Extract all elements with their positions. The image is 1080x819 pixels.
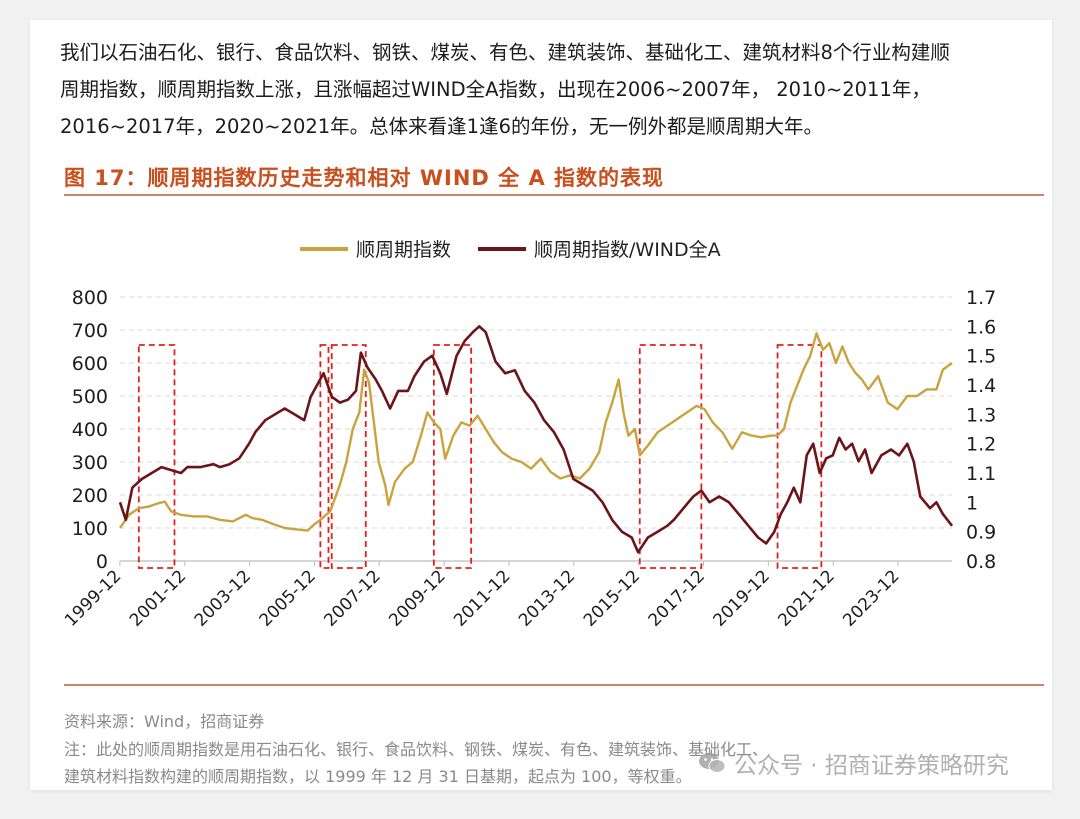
title-rule (64, 194, 1044, 196)
watermark-label: 公众号 · 招商证券策略研究 (734, 753, 1009, 779)
x-tick-label: 2015-12 (580, 566, 644, 630)
wechat-icon (699, 753, 726, 773)
y-right-tick-label: 1 (966, 492, 978, 514)
legend-label: 顺周期指数/WIND全A (534, 239, 721, 261)
legend-label: 顺周期指数 (356, 239, 451, 261)
highlight-boxes (137, 344, 823, 569)
chart-legend: 顺周期指数 顺周期指数/WIND全A (300, 239, 721, 261)
x-tick-label: 2023-12 (839, 566, 903, 630)
y-right-tick-label: 1.3 (966, 404, 996, 426)
footer-rule (64, 684, 1044, 686)
watermark: 公众号 · 招商证券策略研究 (698, 746, 1009, 780)
x-tick-label: 2007-12 (320, 566, 384, 630)
y-right-tick-label: 1.1 (966, 463, 996, 485)
article-card: 我们以石油石化、银行、食品饮料、钢铁、煤炭、有色、建筑装饰、基础化工、建筑材料8… (30, 20, 1052, 790)
x-tick-label: 2003-12 (191, 566, 255, 630)
x-tick-label: 2021-12 (774, 566, 838, 630)
highlight-box (330, 344, 367, 569)
y-left-tick-label: 300 (72, 452, 108, 474)
y-left-tick-label: 800 (72, 287, 108, 309)
x-tick-label: 2009-12 (385, 566, 449, 630)
highlight-box (137, 344, 176, 569)
y-left-tick-label: 200 (72, 485, 108, 507)
series-line-cyclical-index (119, 332, 953, 532)
figure-title: 图 17：顺周期指数历史走势和相对 WIND 全 A 指数的表现 (64, 166, 665, 190)
y-left-tick-label: 100 (72, 518, 108, 540)
y-right-tick-label: 1.5 (966, 346, 996, 368)
y-right-tick-label: 1.6 (966, 316, 996, 338)
x-tick-label: 2013-12 (515, 566, 579, 630)
y-right-tick-label: 0.9 (966, 522, 996, 544)
note-text: 注：此处的顺周期指数是用石油石化、银行、食品饮料、钢铁、煤炭、有色、建筑装饰、基… (64, 736, 1039, 790)
chart-svg: 0 100 200 300 400 500 600 700 800 0.8 0.9 1 1.1 1.2 1… (61, 239, 996, 631)
y-axis-left: 0 100 200 300 400 500 600 700 800 (72, 287, 108, 573)
x-tick-label: 2005-12 (256, 566, 320, 630)
y-right-tick-label: 1.7 (966, 287, 996, 309)
highlight-box (319, 344, 330, 569)
article-paragraph: 我们以石油石化、银行、食品饮料、钢铁、煤炭、有色、建筑装饰、基础化工、建筑材料8… (60, 34, 1040, 145)
highlight-box (432, 344, 473, 569)
x-axis: 1999-12 2001-12 2003-12 2005-12 2007-12 2009-… (61, 561, 904, 631)
y-right-tick-label: 0.8 (966, 551, 996, 573)
article-line-1: 我们以石油石化、银行、食品饮料、钢铁、煤炭、有色、建筑装饰、基础化工、建筑材料8… (60, 41, 950, 64)
y-left-tick-label: 0 (96, 551, 108, 573)
x-tick-label: 1999-12 (61, 566, 125, 630)
series-layer (118, 325, 954, 554)
y-left-tick-label: 400 (72, 419, 108, 441)
x-tick-label: 2001-12 (126, 566, 190, 630)
y-left-tick-label: 700 (72, 320, 108, 342)
source-text: 资料来源：Wind，招商证券 (64, 712, 265, 731)
highlight-box (776, 344, 823, 569)
article-line-2: 周期指数，顺周期指数上涨，且涨幅超过WIND全A指数，出现在2006~2007年… (60, 78, 931, 101)
note-line-2: 建筑材料指数构建的顺周期指数，以 1999 年 12 月 31 日基期，起点为 … (64, 767, 692, 786)
chart-grid (120, 296, 952, 562)
series-line-ratio-wind (118, 325, 954, 554)
y-axis-right: 0.8 0.9 1 1.1 1.2 1.3 1.4 1.5 1.6 1.7 (966, 287, 996, 573)
y-right-tick-label: 1.4 (966, 375, 996, 397)
x-tick-label: 2019-12 (710, 566, 774, 630)
article-line-3: 2016~2017年，2020~2021年。总体来看逢1逢6的年份，无一例外都是… (60, 115, 823, 138)
y-left-tick-label: 500 (72, 386, 108, 408)
x-tick-label: 2017-12 (645, 566, 709, 630)
note-line-1: 注：此处的顺周期指数是用石油石化、银行、食品饮料、钢铁、煤炭、有色、建筑装饰、基… (64, 740, 769, 759)
x-tick-label: 2011-12 (450, 566, 514, 630)
y-right-tick-label: 1.2 (966, 434, 996, 456)
y-left-tick-label: 600 (72, 353, 108, 375)
highlight-box (638, 344, 703, 569)
